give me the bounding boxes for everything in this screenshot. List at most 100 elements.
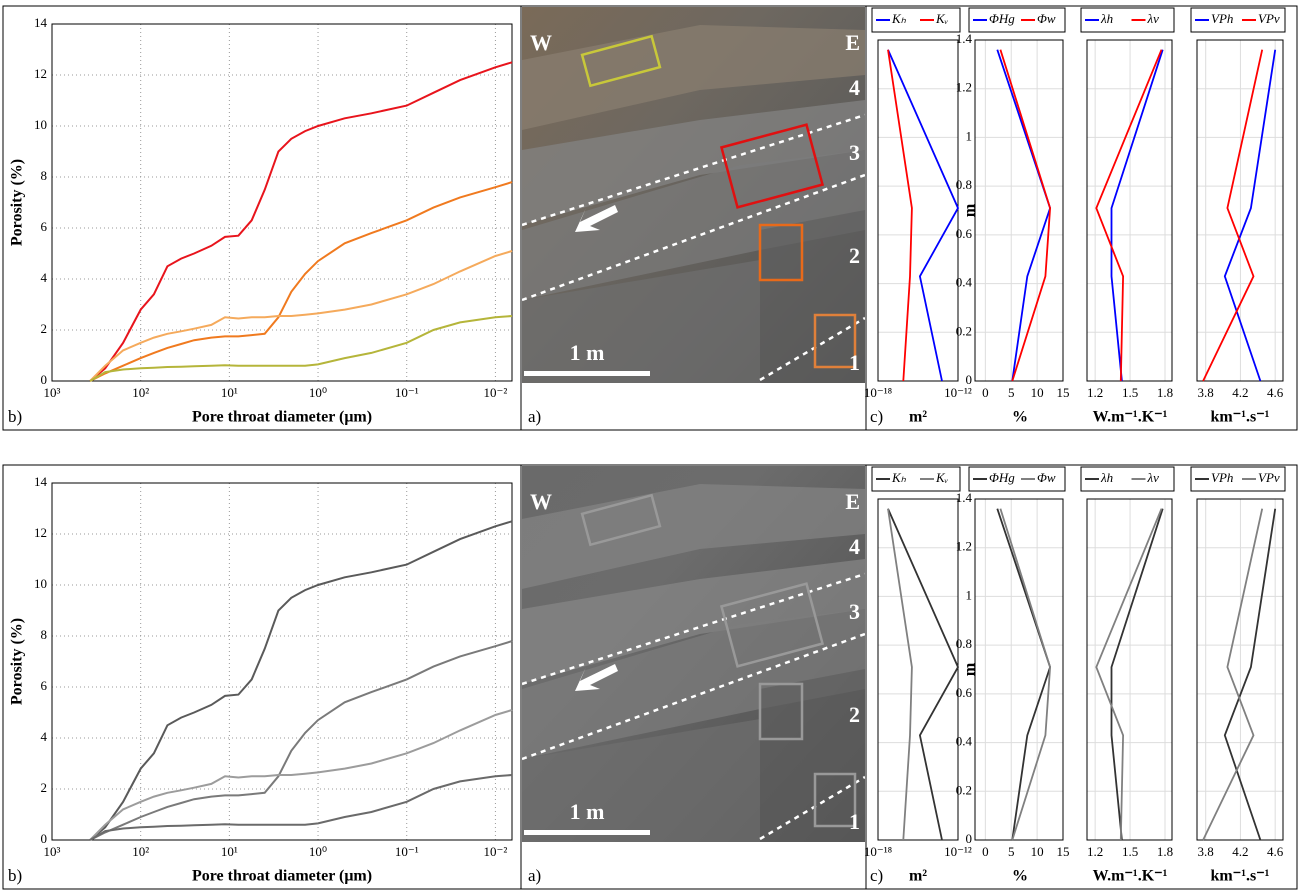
panel-label: c) bbox=[870, 866, 883, 885]
scale-bar bbox=[524, 371, 650, 376]
y-tick-label: 12 bbox=[34, 66, 47, 81]
x-tick-label: 10⁻¹⁸ bbox=[864, 844, 893, 859]
legend-label: VPh bbox=[1211, 11, 1233, 26]
y-tick-label: 10 bbox=[34, 576, 47, 591]
y-tick-label: 0.4 bbox=[956, 275, 973, 290]
bed-boundary bbox=[759, 775, 866, 841]
curve bbox=[89, 315, 513, 382]
profile-line bbox=[1110, 508, 1164, 841]
x-tick-label: 10⁻¹⁸ bbox=[864, 385, 893, 400]
legend-label: Φw bbox=[1037, 11, 1056, 26]
y-tick-label: 2 bbox=[41, 780, 48, 795]
plot-frame bbox=[1196, 39, 1284, 382]
plot-frame bbox=[1086, 498, 1173, 841]
plot-frame bbox=[51, 482, 513, 841]
legend-label: ΦHg bbox=[989, 470, 1015, 485]
x-axis-label: m² bbox=[909, 868, 927, 885]
y-tick-label: 0.6 bbox=[956, 226, 973, 241]
profile-line bbox=[1095, 49, 1163, 382]
y-tick-label: 0.4 bbox=[956, 734, 973, 749]
profile-line bbox=[1095, 508, 1163, 841]
y-axis-label: m bbox=[962, 662, 979, 676]
y-axis-label: Porosity (%) bbox=[9, 618, 26, 705]
photo-label: W bbox=[530, 489, 552, 514]
rock-slab bbox=[522, 25, 865, 130]
x-axis-label: % bbox=[1012, 409, 1028, 426]
curve bbox=[89, 61, 513, 382]
x-tick-label: 10³ bbox=[44, 385, 61, 400]
y-tick-label: 12 bbox=[34, 525, 47, 540]
y-tick-label: 0 bbox=[966, 372, 973, 387]
rock-slab bbox=[522, 484, 865, 589]
x-tick-label: 0 bbox=[982, 844, 989, 859]
x-tick-label: 10 bbox=[1031, 385, 1044, 400]
x-tick-label: 10⁻¹² bbox=[944, 844, 972, 859]
rock-slab bbox=[760, 669, 865, 842]
y-axis-label: m bbox=[962, 203, 979, 217]
curve bbox=[89, 520, 513, 841]
photo-label: 4 bbox=[849, 75, 860, 100]
profile-line bbox=[996, 508, 1052, 841]
sample-box bbox=[813, 772, 857, 828]
profile-line bbox=[887, 508, 913, 841]
y-tick-label: 14 bbox=[34, 474, 48, 489]
y-tick-label: 0.8 bbox=[956, 636, 972, 651]
sample-box bbox=[813, 313, 857, 369]
y-tick-label: 0 bbox=[966, 831, 973, 846]
y-tick-label: 6 bbox=[41, 678, 48, 693]
curve bbox=[89, 250, 513, 382]
x-tick-label: 10⁰ bbox=[309, 844, 327, 859]
x-tick-label: 4.6 bbox=[1267, 385, 1284, 400]
x-tick-label: 1.2 bbox=[1087, 385, 1103, 400]
rock-slab bbox=[760, 210, 865, 383]
rock-slab bbox=[522, 719, 760, 842]
y-tick-label: 1.2 bbox=[956, 539, 972, 554]
y-tick-label: 0.2 bbox=[956, 323, 972, 338]
photo-label: 3 bbox=[849, 140, 860, 165]
x-axis-label: m² bbox=[909, 409, 927, 426]
legend-label: λv bbox=[1147, 11, 1160, 26]
y-tick-label: 0 bbox=[41, 372, 48, 387]
x-tick-label: 4.6 bbox=[1267, 844, 1284, 859]
profile-line bbox=[1223, 508, 1277, 841]
y-tick-label: 6 bbox=[41, 219, 48, 234]
curve bbox=[89, 640, 513, 841]
x-tick-label: 1.2 bbox=[1087, 844, 1103, 859]
y-tick-label: 8 bbox=[41, 627, 48, 642]
photo-label: 2 bbox=[849, 702, 860, 727]
photo-label: W bbox=[530, 30, 552, 55]
sample-box bbox=[719, 582, 825, 668]
sample-box bbox=[580, 34, 662, 88]
plot-frame bbox=[974, 498, 1064, 841]
legend-label: Φw bbox=[1037, 470, 1056, 485]
rock-slab bbox=[522, 609, 865, 759]
x-tick-label: 10⁰ bbox=[309, 385, 327, 400]
x-axis-label: W.m⁻¹.K⁻¹ bbox=[1093, 868, 1168, 885]
profile-line bbox=[1223, 49, 1277, 382]
x-tick-label: 10² bbox=[132, 844, 149, 859]
x-axis-label: Pore throat diameter (μm) bbox=[192, 409, 372, 426]
y-tick-label: 10 bbox=[34, 117, 47, 132]
y-tick-label: 1 bbox=[966, 587, 973, 602]
y-tick-label: 0.2 bbox=[956, 782, 972, 797]
scale-label: 1 m bbox=[570, 799, 605, 824]
x-axis-label: Pore throat diameter (μm) bbox=[192, 868, 372, 885]
y-axis-label: Porosity (%) bbox=[9, 159, 26, 246]
y-tick-label: 1.4 bbox=[956, 31, 973, 46]
x-tick-label: 10 bbox=[1031, 844, 1044, 859]
profile-line bbox=[887, 49, 960, 382]
legend-label: Kᵥ bbox=[935, 470, 949, 485]
legend-label: Kᵥ bbox=[935, 11, 949, 26]
bed-boundary bbox=[759, 316, 866, 382]
photo-label: 2 bbox=[849, 243, 860, 268]
x-tick-label: 1.8 bbox=[1157, 844, 1173, 859]
plot-frame bbox=[51, 23, 513, 382]
panel-label: a) bbox=[528, 407, 541, 426]
x-tick-label: 4.2 bbox=[1232, 844, 1248, 859]
x-tick-label: 10⁻² bbox=[484, 844, 508, 859]
curve bbox=[89, 774, 513, 841]
legend-label: Kₕ bbox=[891, 11, 907, 26]
profile-line bbox=[887, 49, 913, 382]
x-tick-label: 5 bbox=[1008, 844, 1015, 859]
